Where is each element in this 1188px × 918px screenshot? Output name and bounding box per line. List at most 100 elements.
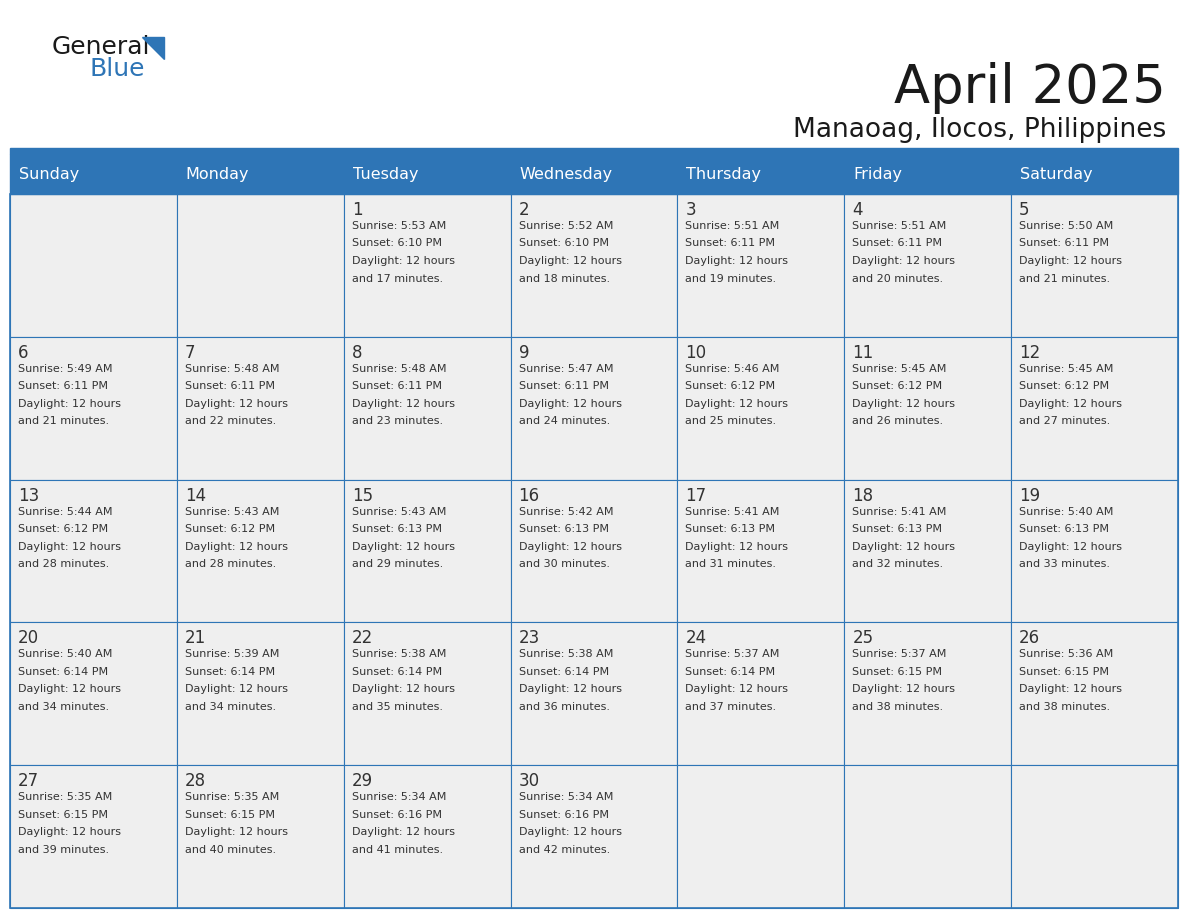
Text: Sunrise: 5:46 AM: Sunrise: 5:46 AM xyxy=(685,364,779,374)
Bar xyxy=(677,766,845,908)
Text: Sunrise: 5:40 AM: Sunrise: 5:40 AM xyxy=(18,649,113,659)
Text: 13: 13 xyxy=(18,487,39,505)
Text: Sunset: 6:11 PM: Sunset: 6:11 PM xyxy=(685,239,776,249)
Bar xyxy=(677,337,845,479)
Text: Sunrise: 5:52 AM: Sunrise: 5:52 AM xyxy=(519,221,613,231)
Text: Sunset: 6:14 PM: Sunset: 6:14 PM xyxy=(185,666,274,677)
Text: Sunset: 6:10 PM: Sunset: 6:10 PM xyxy=(352,239,442,249)
Text: Monday: Monday xyxy=(185,166,249,182)
Bar xyxy=(511,194,677,337)
Bar xyxy=(1011,479,1178,622)
Text: Sunrise: 5:34 AM: Sunrise: 5:34 AM xyxy=(352,792,446,802)
Text: Sunset: 6:14 PM: Sunset: 6:14 PM xyxy=(18,666,108,677)
Text: 1: 1 xyxy=(352,201,362,219)
Bar xyxy=(177,337,343,479)
Text: 17: 17 xyxy=(685,487,707,505)
Text: Sunset: 6:16 PM: Sunset: 6:16 PM xyxy=(352,810,442,820)
Text: Sunrise: 5:35 AM: Sunrise: 5:35 AM xyxy=(185,792,279,802)
Text: and 31 minutes.: and 31 minutes. xyxy=(685,559,777,569)
Text: Sunrise: 5:44 AM: Sunrise: 5:44 AM xyxy=(18,507,113,517)
Text: Daylight: 12 hours: Daylight: 12 hours xyxy=(685,256,789,266)
Bar xyxy=(511,479,677,622)
Bar xyxy=(10,479,177,622)
Text: Sunrise: 5:42 AM: Sunrise: 5:42 AM xyxy=(519,507,613,517)
Text: Sunrise: 5:49 AM: Sunrise: 5:49 AM xyxy=(18,364,113,374)
Bar xyxy=(1011,194,1178,337)
Text: Daylight: 12 hours: Daylight: 12 hours xyxy=(18,685,121,694)
Text: Sunset: 6:14 PM: Sunset: 6:14 PM xyxy=(352,666,442,677)
Text: and 32 minutes.: and 32 minutes. xyxy=(852,559,943,569)
Text: Daylight: 12 hours: Daylight: 12 hours xyxy=(18,542,121,552)
Text: and 33 minutes.: and 33 minutes. xyxy=(1019,559,1110,569)
Bar xyxy=(177,479,343,622)
Text: and 20 minutes.: and 20 minutes. xyxy=(852,274,943,284)
Text: 10: 10 xyxy=(685,344,707,362)
Text: and 28 minutes.: and 28 minutes. xyxy=(18,559,109,569)
Text: and 34 minutes.: and 34 minutes. xyxy=(185,702,276,711)
Text: and 38 minutes.: and 38 minutes. xyxy=(852,702,943,711)
Bar xyxy=(511,622,677,766)
Text: Daylight: 12 hours: Daylight: 12 hours xyxy=(18,827,121,837)
Text: 5: 5 xyxy=(1019,201,1030,219)
Text: Daylight: 12 hours: Daylight: 12 hours xyxy=(352,827,455,837)
Text: Sunset: 6:15 PM: Sunset: 6:15 PM xyxy=(18,810,108,820)
Text: and 18 minutes.: and 18 minutes. xyxy=(519,274,609,284)
Text: Sunset: 6:13 PM: Sunset: 6:13 PM xyxy=(519,524,608,534)
Bar xyxy=(10,194,1178,908)
Text: 24: 24 xyxy=(685,630,707,647)
Text: 30: 30 xyxy=(519,772,539,790)
Bar xyxy=(677,622,845,766)
Bar xyxy=(845,154,1011,194)
Text: and 26 minutes.: and 26 minutes. xyxy=(852,416,943,426)
Text: Sunset: 6:12 PM: Sunset: 6:12 PM xyxy=(18,524,108,534)
Text: Sunrise: 5:34 AM: Sunrise: 5:34 AM xyxy=(519,792,613,802)
Text: and 38 minutes.: and 38 minutes. xyxy=(1019,702,1111,711)
Bar xyxy=(177,622,343,766)
Text: Sunrise: 5:50 AM: Sunrise: 5:50 AM xyxy=(1019,221,1113,231)
Text: and 34 minutes.: and 34 minutes. xyxy=(18,702,109,711)
Text: Sunset: 6:13 PM: Sunset: 6:13 PM xyxy=(1019,524,1110,534)
Text: Daylight: 12 hours: Daylight: 12 hours xyxy=(18,398,121,409)
Bar xyxy=(343,479,511,622)
Bar xyxy=(10,337,177,479)
Text: Sunset: 6:14 PM: Sunset: 6:14 PM xyxy=(519,666,608,677)
Bar xyxy=(10,154,177,194)
Bar xyxy=(10,148,1178,154)
Text: Friday: Friday xyxy=(853,166,902,182)
Text: Sunrise: 5:45 AM: Sunrise: 5:45 AM xyxy=(1019,364,1113,374)
Bar xyxy=(511,337,677,479)
Text: 6: 6 xyxy=(18,344,29,362)
Text: Sunset: 6:15 PM: Sunset: 6:15 PM xyxy=(185,810,274,820)
Text: 11: 11 xyxy=(852,344,873,362)
Text: 8: 8 xyxy=(352,344,362,362)
Bar xyxy=(10,194,177,337)
Text: Daylight: 12 hours: Daylight: 12 hours xyxy=(852,685,955,694)
Text: Blue: Blue xyxy=(90,57,145,81)
Text: and 24 minutes.: and 24 minutes. xyxy=(519,416,609,426)
Bar xyxy=(845,194,1011,337)
Bar xyxy=(845,622,1011,766)
Text: Daylight: 12 hours: Daylight: 12 hours xyxy=(1019,398,1123,409)
Text: and 25 minutes.: and 25 minutes. xyxy=(685,416,777,426)
Text: Sunrise: 5:38 AM: Sunrise: 5:38 AM xyxy=(519,649,613,659)
Text: 7: 7 xyxy=(185,344,195,362)
Bar xyxy=(177,766,343,908)
Text: and 40 minutes.: and 40 minutes. xyxy=(185,845,276,855)
Text: Sunset: 6:12 PM: Sunset: 6:12 PM xyxy=(185,524,274,534)
Text: and 36 minutes.: and 36 minutes. xyxy=(519,702,609,711)
Text: 15: 15 xyxy=(352,487,373,505)
Bar xyxy=(1011,337,1178,479)
Bar xyxy=(343,622,511,766)
Text: and 21 minutes.: and 21 minutes. xyxy=(18,416,109,426)
Text: 27: 27 xyxy=(18,772,39,790)
Text: Sunrise: 5:37 AM: Sunrise: 5:37 AM xyxy=(852,649,947,659)
Bar xyxy=(1011,154,1178,194)
Polygon shape xyxy=(143,37,164,59)
Text: Sunset: 6:10 PM: Sunset: 6:10 PM xyxy=(519,239,608,249)
Text: Sunrise: 5:40 AM: Sunrise: 5:40 AM xyxy=(1019,507,1113,517)
Text: Sunset: 6:15 PM: Sunset: 6:15 PM xyxy=(1019,666,1110,677)
Text: Sunrise: 5:35 AM: Sunrise: 5:35 AM xyxy=(18,792,112,802)
Text: Daylight: 12 hours: Daylight: 12 hours xyxy=(352,398,455,409)
Text: Sunrise: 5:43 AM: Sunrise: 5:43 AM xyxy=(352,507,446,517)
Text: Daylight: 12 hours: Daylight: 12 hours xyxy=(185,542,287,552)
